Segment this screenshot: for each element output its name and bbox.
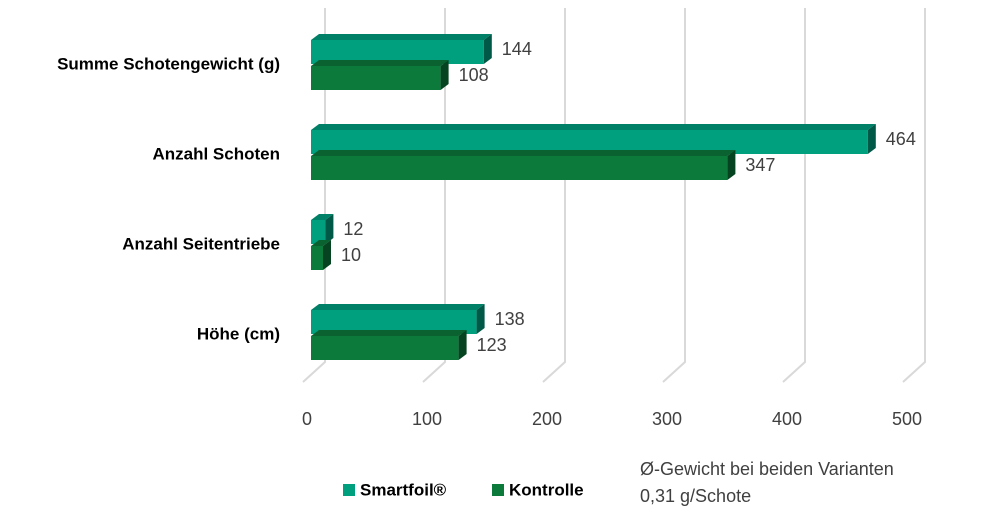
legend-label: Smartfoil® [360,480,447,499]
value-label: 464 [886,129,916,149]
value-label: 12 [343,219,363,239]
x-tick-label: 500 [892,409,922,429]
bar-top [311,34,492,40]
bar-top [311,150,736,156]
category-label: Anzahl Seitentriebe [122,234,280,253]
bar-front [311,66,441,90]
bar-front [311,246,323,270]
bar [311,150,736,180]
bar-top [311,124,876,130]
bar-front [311,220,326,244]
value-label: 347 [745,155,775,175]
bar [311,304,485,334]
legend-swatch [343,484,355,496]
bar-side [476,304,485,334]
bar-side [325,214,334,244]
grid-line [782,8,806,383]
bar [311,60,449,90]
grid-line [662,8,686,383]
category-label: Anzahl Schoten [152,144,280,163]
bar-side [483,34,492,64]
bar-top [311,240,331,246]
grid-line [542,8,566,383]
x-tick-label: 300 [652,409,682,429]
bar-front [311,336,459,360]
bar-top [311,60,449,66]
bar [311,330,467,360]
x-tick-label: 200 [532,409,562,429]
bar-top [311,304,485,310]
bar-side [440,60,449,90]
bar-front [311,156,728,180]
category-label: Summe Schotengewicht (g) [57,54,280,73]
x-tick-label: 400 [772,409,802,429]
bar-side [867,124,876,154]
bar-side [323,240,331,270]
legend-label: Kontrolle [509,480,584,499]
bar-side [727,150,736,180]
value-label: 123 [477,335,507,355]
x-tick-label: 0 [302,409,312,429]
bar [311,240,331,270]
x-tick-label: 100 [412,409,442,429]
grid-line [902,8,926,383]
annotation: Ø-Gewicht bei beiden Varianten [640,459,894,479]
bar [311,34,492,64]
value-label: 10 [341,245,361,265]
bar-top [311,214,334,220]
bar [311,214,334,244]
bar-side [458,330,467,360]
legend-swatch [492,484,504,496]
value-label: 108 [459,65,489,85]
value-label: 138 [495,309,525,329]
bar-top [311,330,467,336]
bar [311,124,876,154]
category-label: Höhe (cm) [197,324,280,343]
annotation: 0,31 g/Schote [640,486,751,506]
value-label: 144 [502,39,532,59]
